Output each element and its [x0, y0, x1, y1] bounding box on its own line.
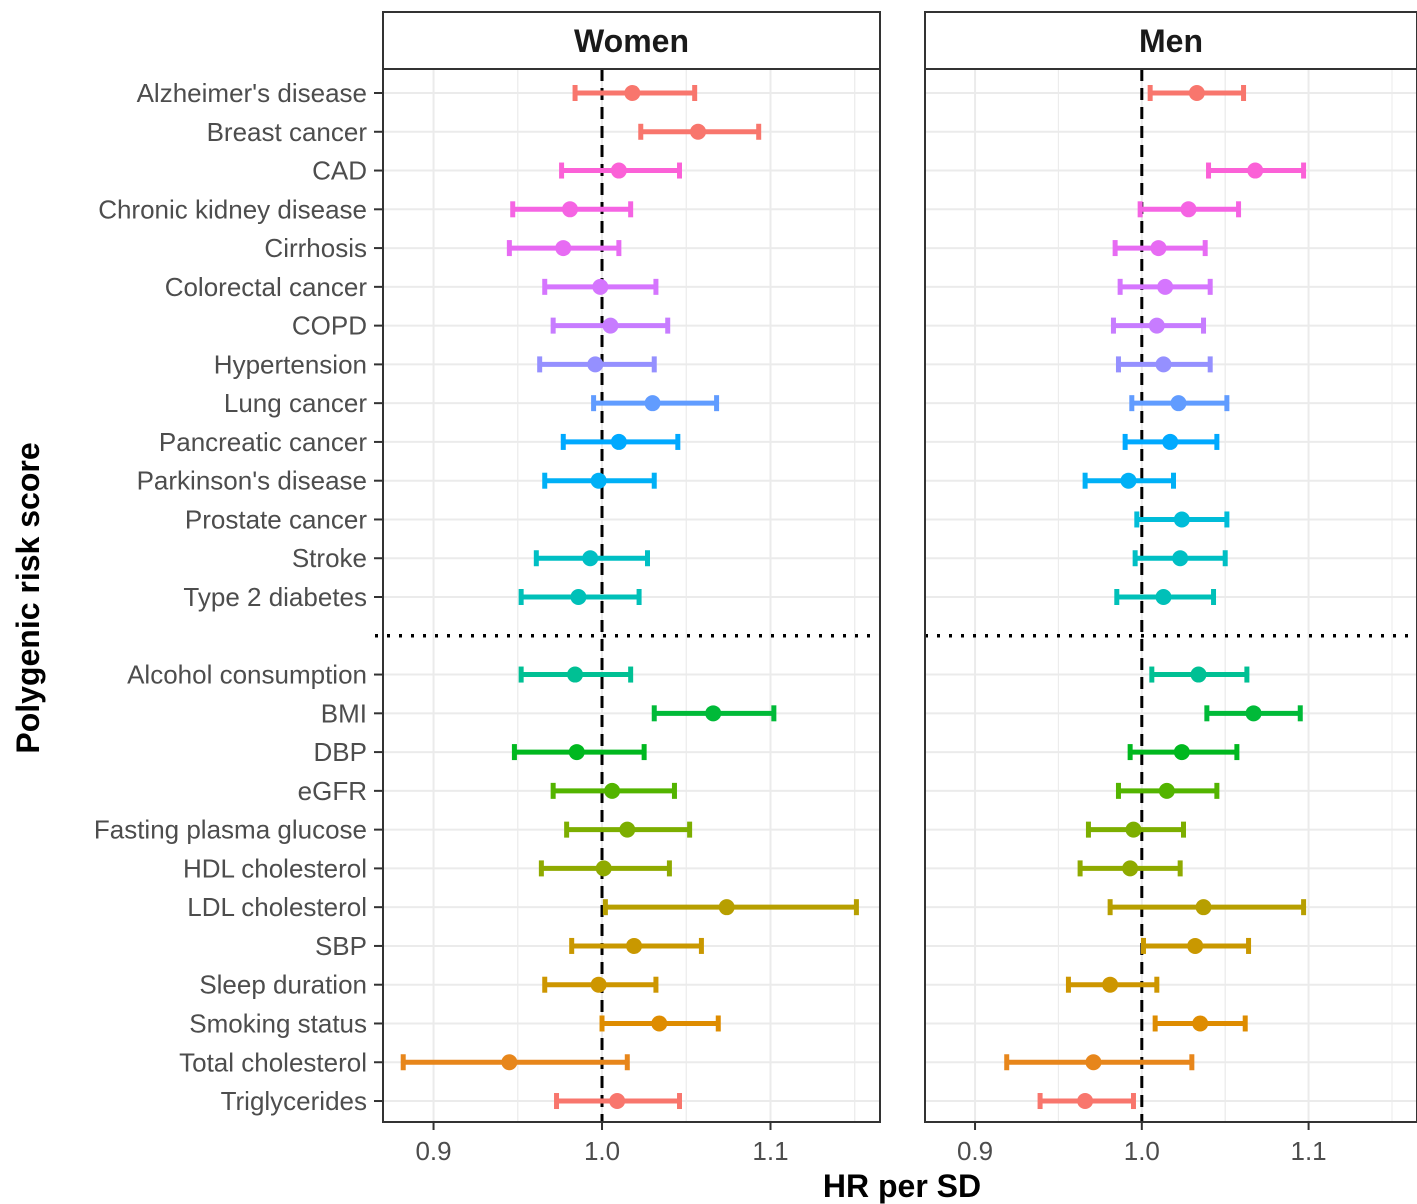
point-estimate [624, 85, 641, 101]
point-estimate [562, 201, 579, 218]
y-tick-label: Parkinson's disease [137, 466, 367, 496]
x-tick-label: 0.9 [415, 1136, 451, 1166]
y-tick-label: Chronic kidney disease [98, 194, 367, 224]
point-estimate [1148, 317, 1165, 334]
y-tick-label: Colorectal cancer [165, 272, 368, 302]
y-tick-label: Hypertension [214, 349, 367, 379]
y-axis-title: Polygenic risk score [10, 442, 46, 753]
point-estimate [651, 1015, 668, 1032]
x-tick-label: 0.9 [957, 1136, 993, 1166]
y-tick-label: Type 2 diabetes [183, 582, 367, 612]
point-estimate [568, 744, 585, 761]
point-estimate [1150, 240, 1167, 257]
point-estimate [610, 433, 627, 450]
y-tick-label: SBP [315, 931, 367, 961]
point-estimate [609, 1093, 626, 1110]
y-tick-label: Smoking status [189, 1008, 367, 1038]
y-tick-label: Fasting plasma glucose [94, 815, 367, 845]
point-estimate [592, 278, 609, 295]
y-tick-label: Cirrhosis [264, 233, 367, 263]
panels: Women 0.9 1.0 1.1 Men 0.9 1.0 1.1 [375, 11, 1417, 1166]
point-estimate [570, 589, 587, 606]
panel-women: Women 0.9 1.0 1.1 [375, 11, 881, 1166]
point-estimate [1122, 860, 1139, 877]
y-tick-label: Lung cancer [224, 388, 367, 418]
point-estimate [1180, 201, 1197, 218]
point-estimate [1173, 511, 1190, 528]
point-estimate [501, 1054, 518, 1071]
point-estimate [1245, 705, 1262, 722]
point-estimate [1190, 666, 1207, 683]
point-estimate [610, 162, 627, 179]
y-tick-label: Sleep duration [199, 970, 367, 1000]
y-tick-label: Alcohol consumption [127, 660, 367, 690]
y-tick-label: eGFR [298, 776, 367, 806]
point-estimate [1172, 550, 1189, 567]
point-estimate [1077, 1093, 1094, 1110]
point-estimate [1125, 821, 1142, 838]
x-tick-label: 1.0 [1124, 1136, 1160, 1166]
point-estimate [1162, 433, 1179, 450]
strip-background [924, 11, 1417, 70]
x-tick-label: 1.1 [1291, 1136, 1327, 1166]
point-estimate [1157, 278, 1174, 295]
point-estimate [1195, 899, 1212, 916]
point-estimate [1170, 395, 1187, 412]
strip-label: Women [574, 23, 689, 59]
point-estimate [567, 666, 584, 683]
y-tick-label: CAD [312, 156, 367, 186]
panel-men: Men 0.9 1.0 1.1 [924, 11, 1417, 1166]
x-axis-title: HR per SD [823, 1168, 981, 1204]
point-estimate [1188, 85, 1205, 101]
y-tick-label: Alzheimer's disease [137, 78, 367, 108]
point-estimate [626, 937, 643, 954]
point-estimate [602, 317, 619, 334]
x-tick-label: 1.1 [752, 1136, 788, 1166]
point-estimate [1102, 976, 1119, 993]
point-estimate [590, 976, 607, 993]
point-estimate [1085, 1054, 1102, 1071]
point-estimate [1192, 1015, 1209, 1032]
point-estimate [1247, 162, 1264, 179]
point-estimate [1155, 589, 1172, 606]
point-estimate [582, 550, 599, 567]
point-estimate [595, 860, 612, 877]
point-estimate [1187, 937, 1204, 954]
point-estimate [619, 821, 636, 838]
x-tick-label: 1.0 [584, 1136, 620, 1166]
y-tick-label: Prostate cancer [185, 504, 367, 534]
point-estimate [718, 899, 735, 916]
point-estimate [1120, 472, 1137, 489]
point-estimate [590, 472, 607, 489]
point-estimate [587, 356, 604, 373]
y-tick-labels: Alzheimer's disease Breast cancer CAD Chron… [94, 78, 383, 1116]
strip-background [382, 11, 881, 70]
y-tick-label: Total cholesterol [179, 1047, 367, 1077]
point-estimate [1158, 782, 1175, 799]
y-tick-label: COPD [292, 311, 367, 341]
y-tick-label: Triglycerides [221, 1086, 367, 1116]
y-tick-label: Pancreatic cancer [159, 427, 367, 457]
y-tick-label: Breast cancer [207, 117, 368, 147]
y-tick-label: DBP [314, 737, 367, 767]
strip-label: Men [1139, 23, 1203, 59]
point-estimate [555, 240, 572, 257]
point-estimate [705, 705, 722, 722]
y-tick-label: LDL cholesterol [187, 892, 367, 922]
point-estimate [644, 395, 661, 412]
point-estimate [690, 123, 707, 140]
y-tick-label: HDL cholesterol [183, 853, 367, 883]
y-tick-label: BMI [321, 698, 367, 728]
point-estimate [1155, 356, 1172, 373]
y-tick-label: Stroke [292, 543, 367, 573]
point-estimate [604, 782, 621, 799]
point-estimate [1173, 744, 1190, 761]
